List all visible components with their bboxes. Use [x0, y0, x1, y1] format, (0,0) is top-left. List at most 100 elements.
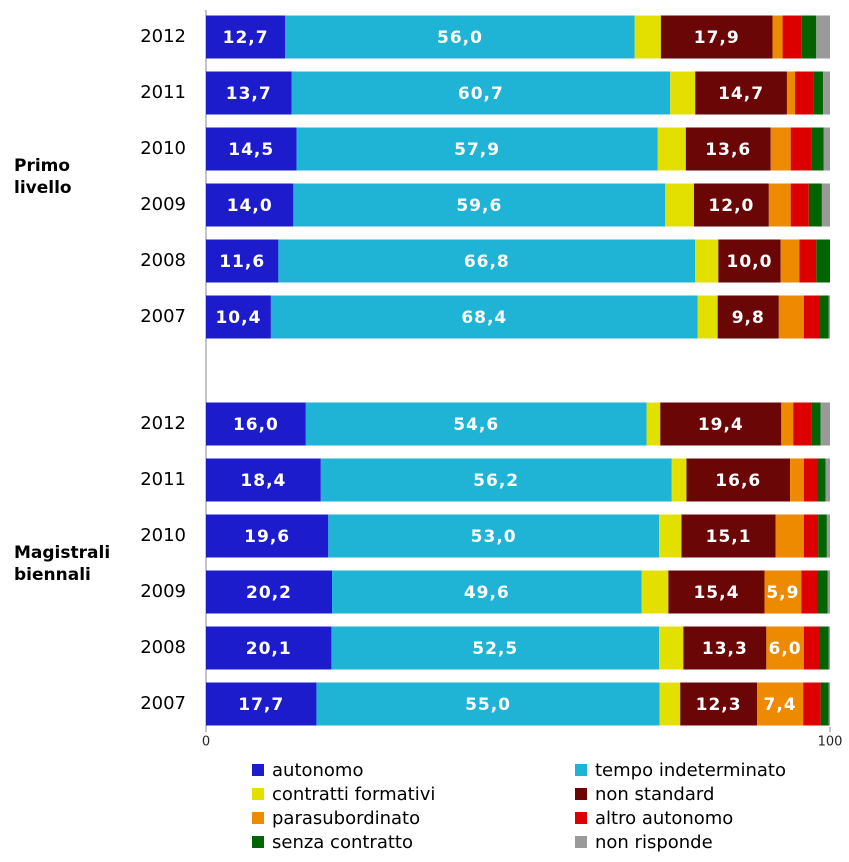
group-label: Magistrali biennali — [14, 543, 111, 585]
value-label: 15,1 — [706, 527, 752, 547]
legend-swatch — [252, 764, 264, 776]
bar-segment — [817, 458, 826, 502]
bar-segment — [828, 682, 830, 726]
value-label: 15,4 — [693, 583, 739, 603]
value-label: 59,6 — [456, 196, 502, 216]
bar-segment — [681, 514, 776, 558]
legend-label: tempo indeterminato — [595, 760, 786, 781]
legend-label: autonomo — [272, 760, 363, 781]
bar-segment — [820, 402, 830, 446]
bar-segment — [803, 682, 821, 726]
bar-segment — [328, 514, 660, 558]
bar-segment — [206, 183, 294, 227]
bar-segment — [668, 570, 765, 614]
bar-segment — [790, 127, 812, 171]
legend-label: senza contratto — [272, 832, 413, 853]
legend-label: non risponde — [595, 832, 713, 853]
bar-segment — [657, 127, 686, 171]
value-label: 17,7 — [238, 695, 284, 715]
bar-segment — [786, 71, 796, 115]
bar-segment — [766, 626, 804, 670]
y-tick-label: 2009 — [140, 194, 186, 215]
bar-segment — [825, 458, 830, 502]
bar-segment — [768, 183, 791, 227]
bar-segment — [660, 15, 773, 59]
legend-label: non standard — [595, 784, 714, 805]
bar-segment — [823, 127, 830, 171]
value-label: 7,4 — [764, 695, 797, 715]
bar-segment — [278, 239, 696, 283]
value-label: 16,0 — [233, 415, 279, 435]
value-label: 16,6 — [715, 471, 761, 491]
bar-segment — [634, 15, 661, 59]
bar-segment — [811, 402, 821, 446]
bar-segment — [659, 514, 682, 558]
bar-segment — [803, 458, 818, 502]
value-label: 66,8 — [464, 252, 510, 272]
bar-segment — [293, 183, 666, 227]
y-tick-label: 2012 — [140, 413, 186, 434]
bar-segment — [296, 127, 658, 171]
value-label: 14,7 — [718, 84, 764, 104]
bar-segment — [646, 402, 661, 446]
bar-segment — [697, 295, 718, 339]
value-label: 49,6 — [464, 583, 510, 603]
value-label: 14,0 — [227, 196, 273, 216]
legend-label: contratti formativi — [272, 784, 435, 805]
bar-segment — [803, 626, 821, 670]
value-label: 9,8 — [732, 308, 765, 328]
bar-segment — [331, 626, 660, 670]
value-label: 11,6 — [219, 252, 265, 272]
y-tick-label: 2010 — [140, 138, 186, 159]
bar-segment — [291, 71, 671, 115]
bar-segment — [801, 570, 818, 614]
value-label: 13,7 — [226, 84, 272, 104]
bar-segment — [795, 71, 814, 115]
bar-segment — [680, 682, 757, 726]
bar-segment — [782, 15, 802, 59]
value-label: 57,9 — [454, 140, 500, 160]
y-tick-label: 2011 — [140, 82, 186, 103]
bar-segment — [828, 295, 830, 339]
value-label: 12,0 — [708, 196, 754, 216]
value-label: 6,0 — [769, 639, 802, 659]
bar-segment — [803, 514, 819, 558]
bar-segment — [206, 71, 292, 115]
bar-segment — [811, 127, 824, 171]
bar-segment — [206, 514, 329, 558]
value-label: 52,5 — [472, 639, 518, 659]
bar-segment — [660, 402, 782, 446]
value-label: 12,3 — [696, 695, 742, 715]
x-tick-label: 0 — [202, 735, 210, 750]
value-label: 56,2 — [473, 471, 519, 491]
bar-segment — [818, 514, 827, 558]
value-label: 60,7 — [458, 84, 504, 104]
bar-segment — [813, 71, 824, 115]
bar-segment — [206, 458, 321, 502]
bar-segment — [756, 682, 804, 726]
y-tick-label: 2010 — [140, 525, 186, 546]
value-label: 13,3 — [702, 639, 748, 659]
bar-segment — [799, 239, 817, 283]
bar-segment — [686, 458, 791, 502]
bar-segment — [671, 458, 687, 502]
value-label: 10,4 — [215, 308, 261, 328]
legend-label: parasubordinato — [272, 808, 420, 829]
bar-segment — [206, 295, 271, 339]
bar-segment — [770, 127, 791, 171]
bar-segment — [670, 71, 696, 115]
bar-segment — [659, 682, 681, 726]
value-label: 14,5 — [228, 140, 274, 160]
bar-segment — [206, 682, 317, 726]
value-label: 20,1 — [246, 639, 292, 659]
bar-segment — [695, 71, 787, 115]
value-label: 19,4 — [698, 415, 744, 435]
value-label: 13,6 — [705, 140, 751, 160]
bar-segment — [775, 514, 804, 558]
legend-swatch — [575, 764, 587, 776]
y-tick-label: 2009 — [140, 581, 186, 602]
bar-segment — [803, 295, 821, 339]
legend-swatch — [252, 812, 264, 824]
legend-swatch — [575, 836, 587, 848]
bar-segment — [826, 514, 830, 558]
